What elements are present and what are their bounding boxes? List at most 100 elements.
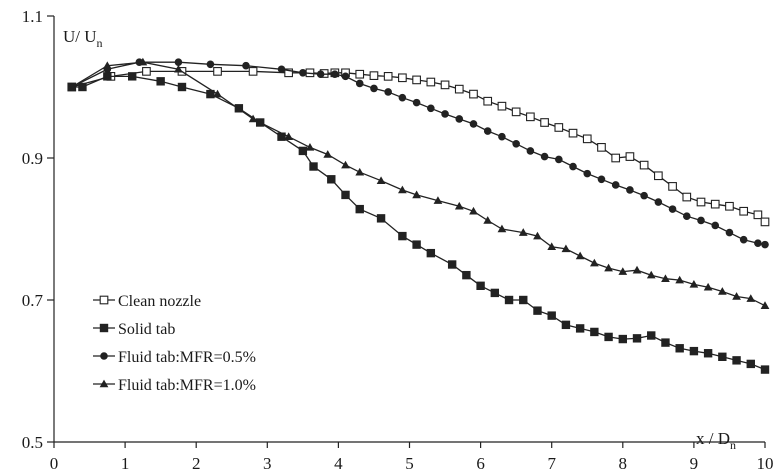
data-point bbox=[682, 192, 692, 202]
y-tick-label: 0.7 bbox=[22, 291, 44, 310]
data-point bbox=[511, 107, 521, 117]
data-point bbox=[583, 169, 592, 178]
data-point bbox=[469, 206, 478, 215]
data-point bbox=[78, 82, 87, 92]
data-point bbox=[277, 65, 286, 74]
data-point bbox=[384, 88, 392, 96]
data-point bbox=[156, 77, 165, 86]
data-point bbox=[412, 75, 421, 85]
legend-item: Fluid tab:MFR=0.5% bbox=[93, 349, 256, 366]
data-point bbox=[174, 64, 183, 73]
data-point bbox=[732, 292, 741, 300]
data-point bbox=[497, 224, 507, 233]
data-point bbox=[561, 244, 571, 253]
data-point bbox=[412, 240, 421, 249]
data-point bbox=[398, 231, 407, 241]
legend-item: Solid tab bbox=[93, 321, 175, 338]
x-tick-label: 6 bbox=[476, 454, 485, 473]
data-point bbox=[341, 190, 350, 200]
data-point bbox=[526, 147, 535, 155]
series-line bbox=[71, 75, 766, 371]
data-point bbox=[689, 346, 699, 356]
data-point bbox=[710, 199, 720, 209]
data-point bbox=[568, 128, 578, 138]
data-point bbox=[575, 251, 585, 260]
data-point bbox=[554, 123, 564, 132]
data-point bbox=[213, 89, 222, 98]
data-point bbox=[625, 152, 635, 161]
data-point bbox=[561, 320, 571, 330]
data-point bbox=[99, 379, 109, 388]
legend-item: Fluid tab:MFR=1.0% bbox=[93, 377, 256, 394]
data-point bbox=[597, 143, 606, 152]
data-point bbox=[455, 115, 464, 123]
data-point bbox=[653, 171, 663, 181]
data-point bbox=[426, 77, 436, 87]
data-point bbox=[725, 201, 734, 211]
data-point bbox=[99, 323, 109, 333]
data-point bbox=[67, 82, 77, 91]
data-point bbox=[717, 287, 727, 295]
x-tick-label: 0 bbox=[50, 454, 59, 473]
series-group bbox=[67, 57, 770, 309]
data-point bbox=[370, 84, 378, 93]
data-point bbox=[469, 89, 478, 99]
data-point bbox=[398, 73, 407, 83]
x-tick-label: 4 bbox=[334, 454, 343, 473]
data-point bbox=[490, 288, 500, 298]
x-ticks: 0 1 2 3 4 5 6 7 8 9 10 bbox=[50, 442, 774, 473]
data-point bbox=[441, 110, 449, 118]
data-point bbox=[711, 221, 720, 230]
data-point bbox=[447, 260, 457, 269]
data-point bbox=[383, 72, 393, 81]
data-point bbox=[632, 265, 642, 274]
data-point bbox=[703, 349, 713, 358]
data-point bbox=[355, 69, 365, 79]
data-point bbox=[668, 182, 677, 191]
data-point bbox=[668, 205, 677, 213]
x-tick-label: 10 bbox=[757, 454, 774, 473]
series-line bbox=[71, 61, 766, 307]
data-point bbox=[689, 280, 699, 288]
data-point bbox=[369, 71, 379, 80]
data-point bbox=[646, 270, 656, 279]
data-point bbox=[518, 228, 528, 236]
legend-label: Solid tab bbox=[118, 321, 175, 338]
data-point bbox=[398, 185, 407, 194]
data-point bbox=[725, 228, 734, 237]
data-point bbox=[504, 295, 514, 305]
y-tick-label: 1.1 bbox=[22, 7, 43, 26]
data-point bbox=[497, 101, 507, 111]
data-point bbox=[718, 352, 727, 361]
data-point bbox=[427, 104, 435, 113]
series-group bbox=[67, 58, 769, 249]
data-point bbox=[331, 70, 339, 79]
data-point bbox=[696, 197, 706, 207]
data-point bbox=[298, 146, 308, 156]
data-point bbox=[284, 132, 293, 140]
legend-label: Fluid tab:MFR=0.5% bbox=[118, 349, 256, 366]
data-point bbox=[626, 186, 634, 194]
data-point bbox=[575, 324, 585, 333]
data-point bbox=[611, 153, 621, 163]
data-point bbox=[760, 365, 770, 374]
data-point bbox=[341, 160, 350, 169]
data-point bbox=[102, 61, 112, 69]
data-point bbox=[309, 162, 318, 171]
data-point bbox=[753, 210, 763, 220]
data-point bbox=[316, 70, 325, 79]
x-tick-label: 9 bbox=[690, 454, 699, 473]
data-point bbox=[675, 344, 684, 353]
data-point bbox=[341, 72, 350, 81]
data-point bbox=[355, 204, 364, 214]
data-point bbox=[540, 118, 549, 127]
data-point bbox=[138, 57, 148, 66]
x-axis-title: x / Dn bbox=[696, 429, 736, 452]
data-point bbox=[526, 112, 535, 122]
data-point bbox=[760, 301, 770, 309]
data-point bbox=[754, 239, 762, 247]
data-point bbox=[323, 150, 333, 158]
data-point bbox=[675, 275, 685, 284]
legend-label: Fluid tab:MFR=1.0% bbox=[118, 377, 256, 394]
